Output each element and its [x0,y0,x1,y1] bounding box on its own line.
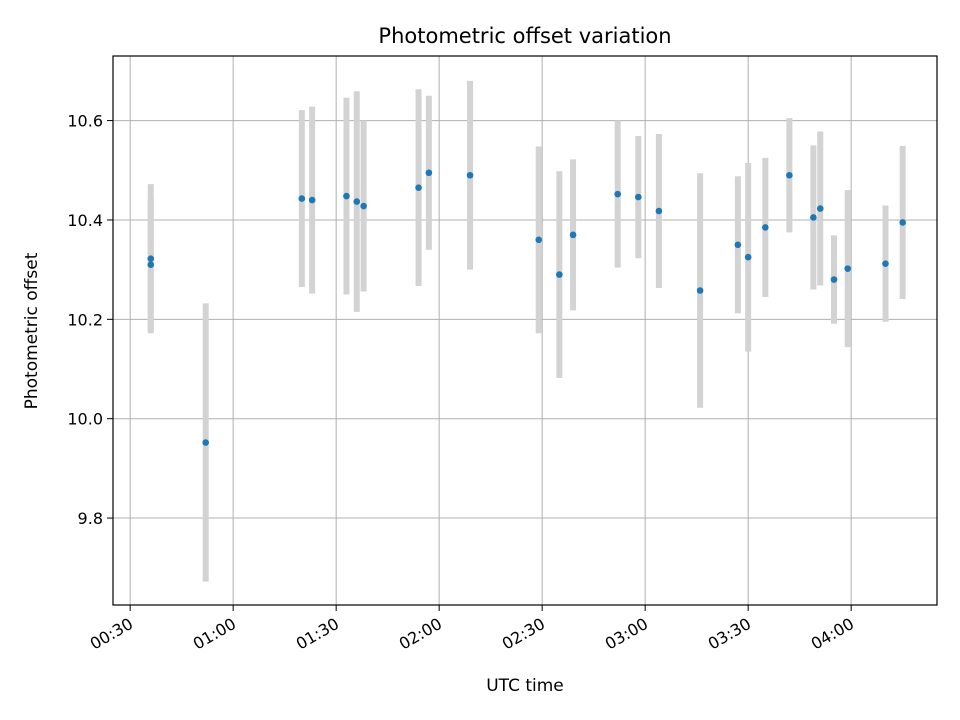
data-point [535,236,543,244]
plot-frame [112,55,938,606]
data-point [147,261,155,268]
data-point [744,253,752,261]
data-point [786,171,793,179]
data-point [614,190,621,198]
y-tick-label: 10.0 [67,410,103,429]
data-point [569,231,577,239]
data-point [415,184,422,191]
data-point [635,193,642,201]
data-point [899,219,906,226]
data-points [147,169,906,446]
y-tick-label: 9.8 [78,509,103,528]
data-point [147,255,155,263]
data-point [343,192,350,200]
data-point [762,224,769,231]
data-point [202,439,209,446]
data-point [466,171,474,179]
y-axis-label: Photometric offset [22,252,42,409]
data-point [734,241,742,249]
y-tick-label: 10.6 [67,112,103,131]
data-point [298,195,306,202]
chart-title: Photometric offset variation [378,24,671,48]
data-point [425,169,433,177]
data-point [655,207,663,215]
data-point [353,198,361,205]
data-point [696,287,704,294]
data-point [810,214,817,221]
y-tick-label: 10.4 [67,211,103,230]
y-tick-label: 10.2 [67,310,103,329]
grid [113,56,937,605]
data-point [830,276,838,283]
data-point [556,271,563,278]
x-axis-label: UTC time [486,676,564,696]
data-point [882,260,889,267]
data-point [360,202,367,210]
data-point [844,265,852,272]
data-point [308,196,316,204]
data-point [816,205,824,212]
